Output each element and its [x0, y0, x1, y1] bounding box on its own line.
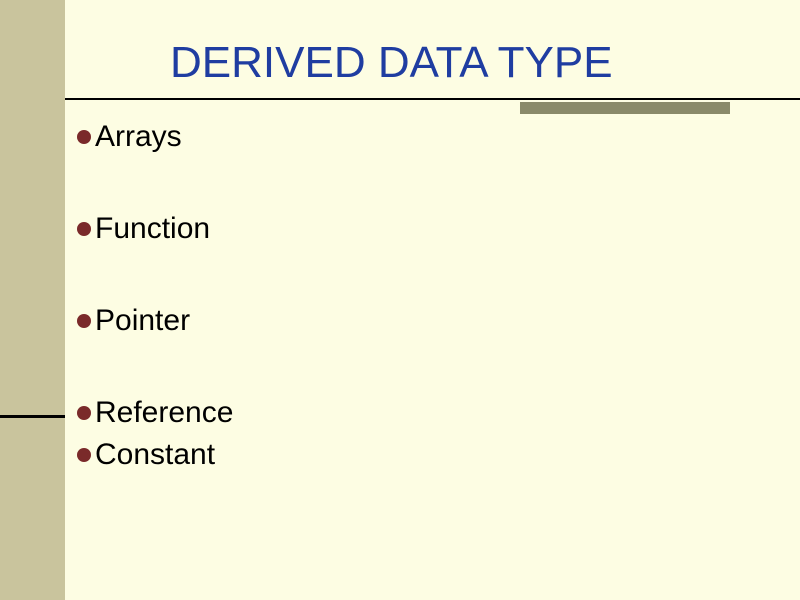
list-item: Arrays	[77, 120, 233, 154]
title-accent-bar	[520, 102, 730, 114]
slide-title: DERIVED DATA TYPE	[170, 38, 613, 88]
list-item-label: Function	[95, 212, 210, 246]
list-item: Function	[77, 212, 233, 246]
bullet-icon	[77, 448, 91, 462]
list-item-label: Pointer	[95, 304, 190, 338]
list-item: Constant	[77, 438, 233, 472]
bullet-icon	[77, 130, 91, 144]
slide: DERIVED DATA TYPE Arrays Function Pointe…	[0, 0, 800, 600]
left-color-band	[0, 0, 65, 600]
list-item-label: Arrays	[95, 120, 182, 154]
list-item: Reference	[77, 396, 233, 430]
list-item-label: Constant	[95, 438, 215, 472]
list-item: Pointer	[77, 304, 233, 338]
bullet-list: Arrays Function Pointer Reference Consta…	[77, 120, 233, 530]
list-item-label: Reference	[95, 396, 233, 430]
bullet-icon	[77, 222, 91, 236]
bullet-icon	[77, 406, 91, 420]
left-notch	[0, 415, 65, 418]
bullet-icon	[77, 314, 91, 328]
title-underline	[65, 98, 800, 100]
